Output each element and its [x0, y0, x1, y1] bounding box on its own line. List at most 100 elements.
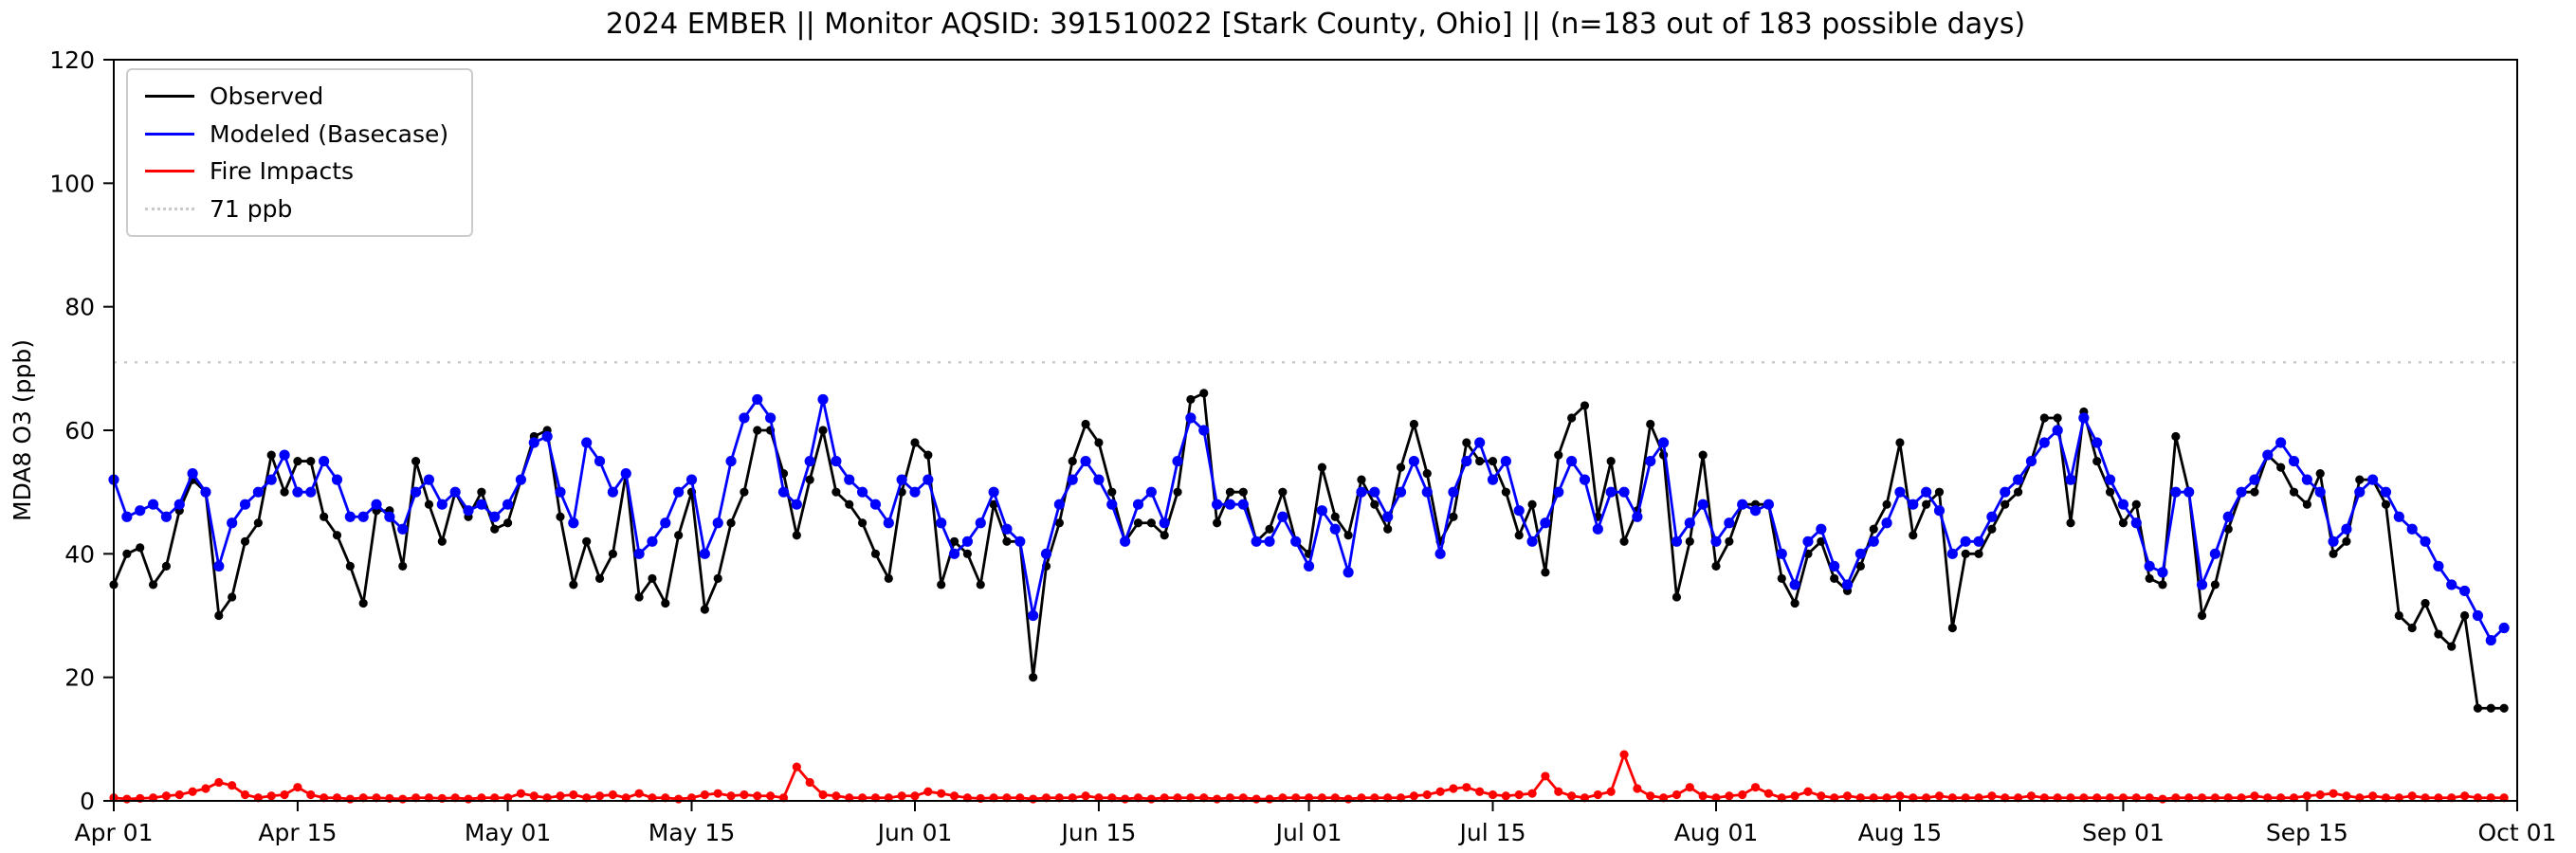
modeled-basecase-point [1395, 486, 1407, 498]
fire-impacts-point [1698, 791, 1708, 801]
observed-point [1278, 487, 1288, 497]
modeled-basecase-point [1737, 499, 1748, 510]
fire-impacts-point [2302, 791, 2311, 801]
observed-markers [109, 389, 2509, 713]
modeled-basecase-point [1329, 523, 1341, 535]
modeled-basecase-point [1093, 474, 1105, 485]
modeled-basecase-point [436, 499, 448, 510]
modeled-basecase-point [594, 455, 606, 467]
fire-impacts-point [949, 791, 959, 801]
observed-point [490, 524, 500, 534]
legend-line-sample [145, 95, 194, 99]
modeled-basecase-point [1040, 548, 1052, 559]
observed-point [1068, 456, 1077, 466]
fire-impacts-point [1265, 794, 1274, 804]
fire-impacts-point [2342, 791, 2351, 801]
modeled-basecase-point [1854, 548, 1866, 559]
observed-point [2105, 487, 2115, 497]
observed-point [2210, 580, 2220, 590]
observed-point [2053, 413, 2062, 423]
modeled-basecase-point [1028, 609, 1039, 622]
x-tick-label: Aug 15 [1858, 819, 1943, 846]
fire-impacts-markers [109, 750, 2509, 804]
observed-point [1488, 456, 1498, 466]
observed-point [1855, 561, 1865, 571]
fire-impacts-point [174, 789, 184, 800]
modeled-basecase-point [1369, 486, 1380, 498]
modeled-basecase-point [2170, 486, 2182, 498]
modeled-basecase-point [1500, 455, 1511, 467]
observed-point [148, 580, 158, 590]
observed-point [266, 450, 276, 460]
fire-impacts-line [113, 753, 2505, 801]
modeled-basecase-point [1067, 474, 1078, 485]
observed-point [1501, 487, 1510, 497]
modeled-basecase-point [765, 412, 776, 424]
observed-point [1383, 524, 1393, 534]
x-tick-label: Jul 01 [1274, 819, 1343, 846]
modeled-basecase-point [1277, 511, 1288, 522]
fire-impacts-point [529, 791, 539, 801]
modeled-basecase-point [2249, 474, 2260, 485]
y-tick-label: 80 [64, 294, 95, 321]
observed-point [1370, 499, 1379, 509]
observed-point [792, 531, 801, 540]
observed-point [2421, 598, 2430, 608]
fire-impacts-point [740, 789, 749, 800]
observed-point [280, 487, 289, 497]
fire-impacts-point [2368, 791, 2378, 801]
modeled-basecase-point [1461, 455, 1472, 467]
modeled-basecase-point [685, 474, 698, 485]
observed-point [2001, 499, 2010, 509]
fire-impacts-point [280, 789, 289, 800]
modeled-basecase-point [2052, 425, 2063, 436]
modeled-basecase-point [1540, 517, 1551, 529]
modeled-basecase-point [1724, 517, 1735, 529]
observed-point [1238, 487, 1248, 497]
modeled-basecase-point [449, 486, 461, 498]
modeled-basecase-point [2328, 535, 2339, 547]
modeled-basecase-point [200, 486, 211, 498]
modeled-basecase-point [541, 430, 553, 443]
observed-point [136, 543, 145, 553]
observed-point [910, 438, 920, 447]
observed-point [1817, 536, 1826, 546]
fire-impacts-point [345, 794, 355, 804]
fire-impacts-point [2158, 794, 2167, 804]
observed-point [949, 536, 959, 546]
fire-impacts-point [1146, 794, 1156, 804]
observed-point [2039, 413, 2049, 423]
modeled-basecase-point [174, 499, 185, 510]
observed-point [2394, 610, 2403, 621]
modeled-basecase-point [1841, 579, 1854, 590]
axes-frame [113, 59, 2518, 802]
fire-impacts-point [753, 791, 762, 801]
observed-point [1541, 568, 1550, 577]
fire-impacts-point [831, 791, 841, 801]
observed-point [2158, 580, 2167, 590]
fire-impacts-point [569, 789, 578, 800]
observed-point [2066, 518, 2075, 528]
modeled-basecase-point [1921, 486, 1932, 498]
observed-point [2499, 703, 2509, 713]
fire-impacts-point [1803, 787, 1813, 796]
modeled-basecase-point [1237, 499, 1249, 510]
modeled-basecase-point [555, 486, 566, 498]
modeled-basecase-point [1198, 425, 1210, 436]
observed-point [437, 536, 447, 546]
modeled-basecase-point [1908, 499, 1919, 510]
observed-point [1567, 413, 1577, 423]
modeled-basecase-point [647, 535, 658, 547]
modeled-basecase-point [1513, 505, 1525, 517]
fire-impacts-point [726, 791, 736, 801]
observed-point [2329, 549, 2338, 558]
modeled-basecase-point [1145, 486, 1157, 498]
modeled-basecase-point [948, 548, 960, 559]
observed-point [240, 536, 250, 546]
x-tick-label: Oct 01 [2478, 819, 2557, 846]
observed-point [1895, 438, 1905, 447]
fire-impacts-point [792, 762, 801, 771]
fire-impacts-point [293, 783, 302, 792]
